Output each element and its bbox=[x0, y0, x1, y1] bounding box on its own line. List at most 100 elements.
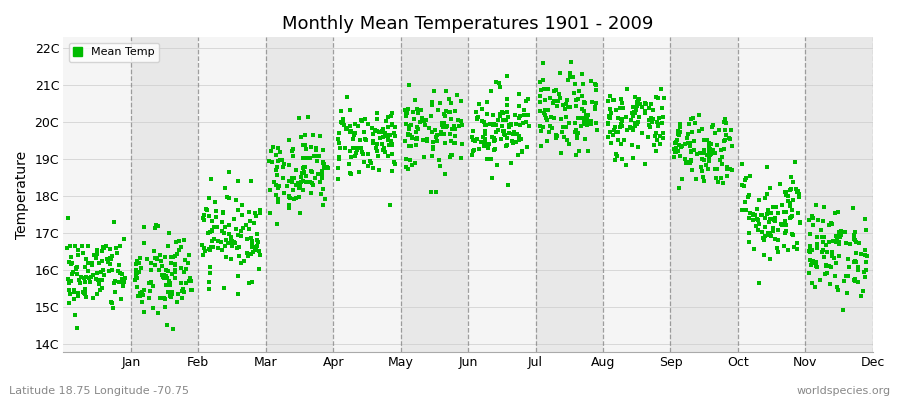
Point bbox=[651, 123, 665, 129]
Point bbox=[374, 128, 389, 134]
Point bbox=[716, 146, 731, 152]
Point bbox=[579, 112, 593, 118]
Point bbox=[723, 136, 737, 142]
Point bbox=[235, 211, 249, 218]
Point bbox=[338, 145, 352, 151]
Point bbox=[101, 257, 115, 264]
Point bbox=[141, 280, 156, 286]
Point bbox=[736, 183, 751, 189]
Point bbox=[166, 254, 180, 260]
Point bbox=[356, 159, 371, 165]
Point bbox=[386, 159, 400, 165]
Point bbox=[116, 278, 130, 285]
Point bbox=[584, 121, 598, 127]
Point bbox=[670, 131, 685, 137]
Point bbox=[357, 129, 372, 136]
Point bbox=[611, 137, 625, 144]
Point bbox=[577, 99, 591, 105]
Point bbox=[620, 127, 634, 133]
Point bbox=[445, 152, 459, 158]
Point bbox=[767, 216, 781, 222]
Point bbox=[130, 284, 144, 291]
Point bbox=[536, 77, 550, 83]
Point bbox=[590, 127, 605, 133]
Point bbox=[544, 125, 559, 132]
Point bbox=[385, 141, 400, 148]
Point bbox=[432, 157, 446, 163]
Point bbox=[533, 98, 547, 105]
Point bbox=[624, 125, 638, 131]
Point bbox=[440, 123, 454, 129]
Point bbox=[697, 137, 711, 144]
Point bbox=[550, 133, 564, 140]
Point bbox=[131, 293, 146, 299]
Point bbox=[854, 292, 868, 299]
Point bbox=[297, 163, 311, 170]
Point bbox=[344, 171, 358, 178]
Point bbox=[603, 106, 617, 112]
Point bbox=[830, 236, 844, 242]
Point bbox=[428, 189, 443, 196]
Point bbox=[271, 196, 285, 202]
Point bbox=[569, 126, 583, 133]
Point bbox=[683, 160, 698, 166]
Point bbox=[824, 220, 838, 226]
Point bbox=[746, 246, 760, 252]
Point bbox=[520, 144, 535, 150]
Point bbox=[381, 124, 395, 130]
Point bbox=[151, 310, 166, 316]
Point bbox=[848, 229, 862, 235]
Point bbox=[388, 160, 402, 167]
Point bbox=[316, 159, 330, 166]
Point bbox=[606, 96, 620, 103]
Point bbox=[305, 180, 320, 186]
Point bbox=[344, 154, 358, 160]
Point bbox=[166, 326, 180, 332]
Point bbox=[848, 258, 862, 264]
Point bbox=[559, 114, 573, 121]
Point bbox=[774, 222, 788, 229]
Point bbox=[708, 150, 723, 156]
Point bbox=[92, 281, 106, 287]
Point bbox=[332, 140, 347, 146]
Point bbox=[678, 156, 692, 162]
Point bbox=[198, 247, 212, 254]
Point bbox=[275, 157, 290, 163]
Point bbox=[580, 119, 594, 126]
Point bbox=[588, 106, 602, 112]
Point bbox=[436, 111, 451, 117]
Point bbox=[697, 157, 711, 164]
Point bbox=[704, 151, 718, 157]
Point bbox=[107, 280, 122, 286]
Point bbox=[169, 251, 184, 258]
Point bbox=[364, 160, 378, 166]
Point bbox=[412, 119, 427, 126]
Point bbox=[246, 249, 260, 255]
Point bbox=[467, 147, 482, 154]
Point bbox=[269, 182, 284, 188]
Point bbox=[831, 287, 845, 294]
Point bbox=[703, 151, 717, 158]
Point bbox=[847, 258, 861, 265]
Point bbox=[110, 250, 124, 256]
Point bbox=[778, 228, 793, 234]
Point bbox=[673, 144, 688, 150]
Point bbox=[578, 100, 592, 106]
Point bbox=[714, 174, 728, 181]
Point bbox=[298, 164, 312, 171]
Point bbox=[316, 186, 330, 192]
Point bbox=[803, 244, 817, 251]
Point bbox=[626, 109, 641, 116]
Point bbox=[572, 88, 587, 94]
Point bbox=[786, 179, 800, 185]
Point bbox=[820, 249, 834, 255]
Point bbox=[487, 135, 501, 141]
Point bbox=[286, 153, 301, 160]
Point bbox=[672, 121, 687, 128]
Point bbox=[84, 274, 98, 280]
Point bbox=[739, 207, 753, 214]
Point bbox=[285, 187, 300, 194]
Point bbox=[141, 294, 156, 301]
Point bbox=[518, 112, 532, 118]
Point bbox=[221, 168, 236, 175]
